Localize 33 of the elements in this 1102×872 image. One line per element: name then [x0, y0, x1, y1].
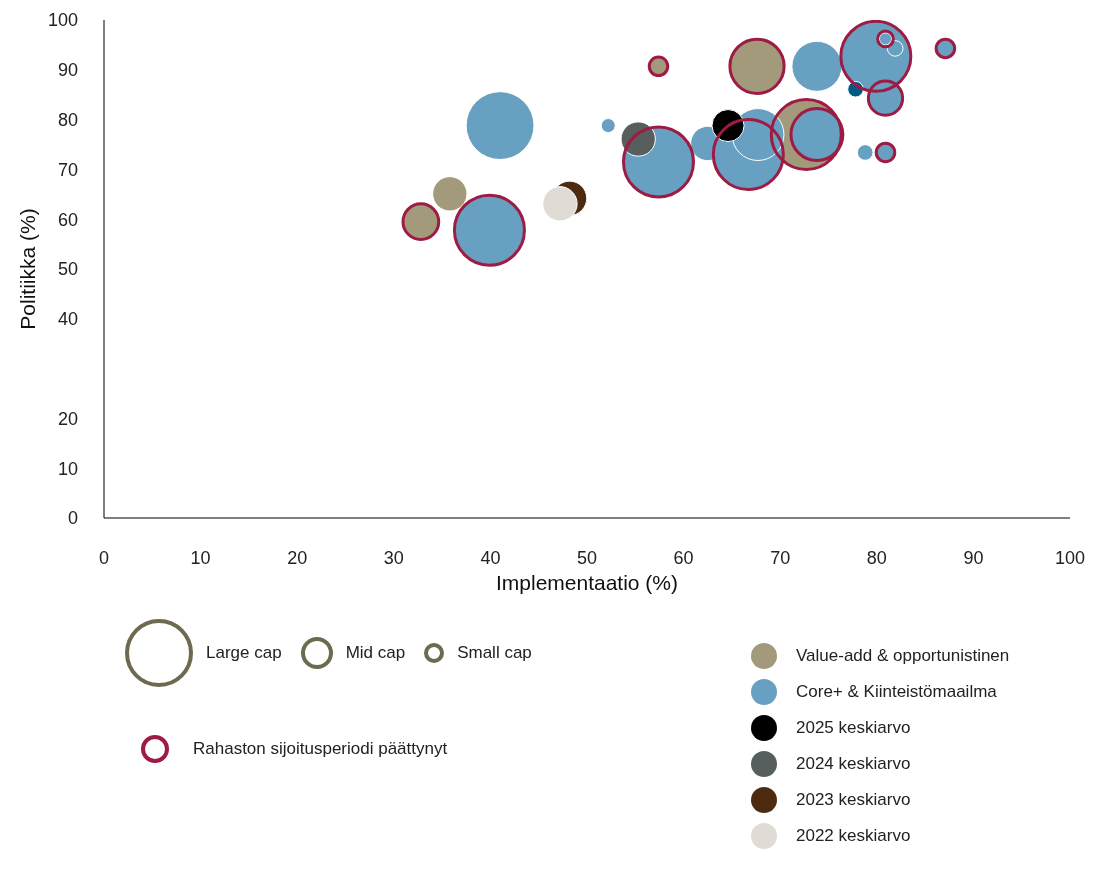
x-tick-label: 70: [770, 547, 791, 568]
legend-label: Rahaston sijoitusperiodi päättynyt: [193, 739, 448, 759]
x-tick-label: 100: [1054, 547, 1086, 568]
y-tick-label: 70: [57, 159, 78, 180]
x-tick-label: 50: [576, 547, 598, 568]
legend-label: Value-add & opportunistinen: [796, 646, 1010, 666]
x-tick-label: 80: [866, 547, 887, 568]
y-tick-label: 60: [57, 209, 78, 230]
y-tick-label: 10: [57, 458, 78, 479]
legend-label: 2022 keskiarvo: [796, 826, 911, 846]
text: Large cap: [206, 643, 282, 663]
y-tick-label: 100: [47, 10, 78, 31]
x-axis-title: Implementaatio (%): [495, 571, 679, 594]
y-tick-label: 20: [57, 408, 78, 429]
x-tick-label: 0: [98, 547, 110, 568]
text: Mid cap: [345, 643, 406, 663]
legend-label: 2025 keskiarvo: [796, 718, 911, 738]
y-tick-label: 50: [57, 259, 78, 280]
legend-label: 2023 keskiarvo: [796, 790, 911, 810]
y-tick-label: 40: [57, 309, 78, 330]
y-axis-title: Politiikka (%): [16, 208, 40, 330]
x-tick-label: 40: [480, 547, 501, 568]
x-tick-label: 90: [963, 547, 984, 568]
y-tick-label: 80: [57, 109, 78, 130]
legend-label: Core+ & Kiinteistömaailma: [796, 682, 997, 702]
y-tick-label: 90: [57, 60, 78, 81]
text: Small cap: [457, 643, 532, 663]
legend-label: 2024 keskiarvo: [796, 754, 911, 774]
x-tick-label: 10: [190, 547, 211, 568]
x-tick-label: 30: [383, 547, 404, 568]
y-tick-label: 0: [67, 508, 78, 529]
x-tick-label: 20: [287, 547, 308, 568]
x-tick-label: 60: [673, 547, 694, 568]
